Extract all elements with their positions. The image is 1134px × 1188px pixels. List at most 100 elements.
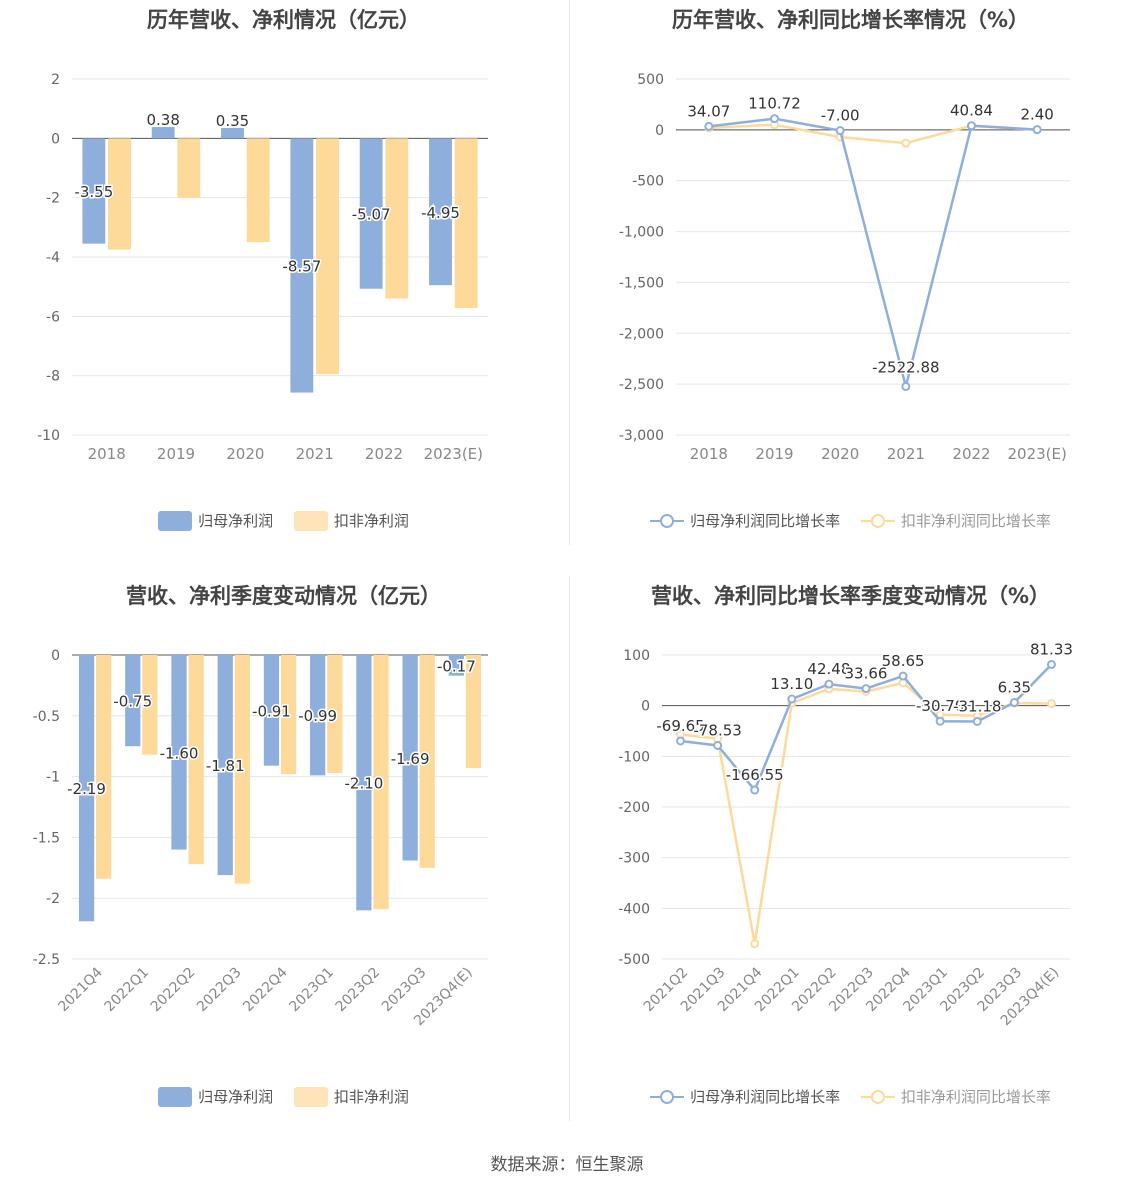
data-label: -2522.88 bbox=[872, 358, 939, 376]
data-label: -7.00 bbox=[821, 107, 860, 125]
data-point bbox=[901, 138, 911, 148]
y-tick-label: -500 bbox=[618, 952, 650, 968]
legend-label: 扣非净利润同比增长率 bbox=[900, 1088, 1051, 1106]
x-tick-label: 2021 bbox=[296, 445, 334, 463]
y-tick-label: -2 bbox=[46, 891, 60, 907]
legend-label: 归母净利润同比增长率 bbox=[690, 1088, 841, 1106]
x-tick-label: 2019 bbox=[755, 445, 793, 463]
bar bbox=[327, 655, 343, 773]
y-tick-label: -0.5 bbox=[33, 709, 60, 725]
data-point bbox=[972, 716, 982, 726]
bar bbox=[385, 138, 409, 299]
legend-item-series2[interactable]: 扣非净利润同比增长率 bbox=[860, 1086, 1051, 1107]
x-tick-label: 2018 bbox=[88, 445, 126, 463]
x-tick-label: 2023Q1 bbox=[286, 965, 337, 1016]
bar bbox=[246, 138, 270, 243]
data-label: -30.70 bbox=[916, 697, 964, 715]
data-label: -5.07 bbox=[352, 206, 391, 224]
data-label: 42.48 bbox=[807, 660, 850, 678]
data-label: 110.72 bbox=[748, 95, 801, 113]
data-label: -1.60 bbox=[160, 744, 199, 762]
legend: 归母净利润同比增长率 扣非净利润同比增长率 bbox=[567, 1086, 1134, 1110]
data-point bbox=[967, 121, 976, 131]
bar bbox=[171, 655, 187, 850]
y-tick-label: -500 bbox=[632, 174, 664, 190]
data-point bbox=[676, 736, 686, 746]
data-point bbox=[835, 126, 845, 136]
data-point bbox=[824, 679, 834, 689]
bar bbox=[356, 655, 372, 911]
bar bbox=[263, 655, 280, 766]
bar bbox=[280, 655, 297, 775]
data-label: 34.07 bbox=[687, 102, 730, 120]
bar bbox=[454, 138, 478, 309]
x-tick-label: 2021Q4 bbox=[55, 964, 106, 1015]
series-line bbox=[708, 117, 1038, 387]
legend-label: 扣非净利润 bbox=[333, 1088, 409, 1106]
x-tick-label: 2022Q4 bbox=[240, 964, 291, 1015]
legend-swatch bbox=[860, 511, 895, 531]
data-label: -0.75 bbox=[113, 693, 152, 711]
chart-title: 历年营收、净利同比增长率情况（%） bbox=[671, 8, 1030, 32]
bar bbox=[142, 655, 158, 755]
bar bbox=[310, 655, 326, 776]
data-point bbox=[901, 381, 911, 391]
legend-item-series2[interactable]: 扣非净利润 bbox=[293, 1086, 409, 1107]
y-tick-label: 2 bbox=[51, 72, 60, 88]
legend-item-series1[interactable]: 归母净利润 bbox=[158, 510, 273, 531]
data-label: -0.91 bbox=[252, 702, 291, 720]
legend-item-series1[interactable]: 归母净利润 bbox=[158, 1086, 273, 1107]
x-tick-label: 2023Q2 bbox=[333, 965, 384, 1016]
legend-item-series1[interactable]: 归母净利润同比增长率 bbox=[650, 510, 840, 531]
y-tick-label: 500 bbox=[637, 72, 664, 88]
y-tick-label: -1,500 bbox=[619, 275, 664, 291]
bar bbox=[373, 655, 389, 910]
y-tick-label: 0 bbox=[641, 699, 650, 715]
x-tick-label: 2022Q2 bbox=[148, 965, 199, 1016]
x-tick-label: 2022Q1 bbox=[102, 965, 153, 1016]
y-tick-label: -2,000 bbox=[619, 326, 664, 342]
data-label: -166.55 bbox=[726, 766, 784, 784]
data-label: -1.81 bbox=[206, 757, 245, 775]
data-label: -2.10 bbox=[344, 775, 383, 793]
y-tick-label: -8 bbox=[46, 369, 60, 385]
x-tick-label: 2021 bbox=[887, 445, 925, 463]
legend-swatch bbox=[650, 511, 685, 531]
bar bbox=[78, 655, 95, 922]
legend-label: 归母净利润 bbox=[198, 1088, 274, 1106]
annual-growth-chart: 500 0 -500 -1,000 -1,500 -2,000 -2,500 -3,000 20… bbox=[619, 72, 1070, 463]
data-source: 数据来源：恒生聚源 bbox=[490, 1155, 644, 1175]
bar bbox=[177, 138, 201, 198]
chart-title: 营收、净利季度变动情况（亿元） bbox=[126, 584, 441, 608]
data-label: 0.38 bbox=[146, 111, 179, 129]
bar bbox=[290, 138, 314, 393]
bar bbox=[151, 127, 175, 139]
data-label: 40.84 bbox=[950, 102, 993, 120]
data-label: -8.57 bbox=[282, 257, 321, 275]
legend-swatch bbox=[158, 510, 193, 531]
y-tick-label: -6 bbox=[46, 309, 60, 325]
y-tick-label: -2.5 bbox=[33, 952, 60, 968]
bar bbox=[125, 655, 141, 747]
legend-item-series1[interactable]: 归母净利润同比增长率 bbox=[650, 1086, 840, 1107]
data-point bbox=[1046, 699, 1056, 709]
chart-title: 历年营收、净利情况（亿元） bbox=[147, 8, 420, 32]
legend-swatch bbox=[293, 1086, 328, 1107]
y-tick-label: -1,000 bbox=[619, 225, 664, 241]
y-tick-label: -100 bbox=[618, 749, 650, 765]
legend-label: 扣非净利润 bbox=[333, 512, 409, 530]
bar bbox=[402, 655, 418, 861]
data-point bbox=[704, 121, 714, 131]
data-label: -2.19 bbox=[67, 780, 106, 798]
data-point bbox=[1009, 697, 1019, 707]
x-tick-label: 2023(E) bbox=[1007, 445, 1066, 463]
annual-profit-chart: 2 0 -2 -4 -6 -8 -10 2018 2019 2020 2021 2022 2023(E)… bbox=[37, 72, 488, 463]
bar bbox=[188, 655, 204, 865]
legend-item-series2[interactable]: 扣非净利润 bbox=[293, 510, 409, 531]
legend-label: 扣非净利润同比增长率 bbox=[900, 512, 1051, 530]
legend-swatch bbox=[293, 510, 328, 531]
legend-item-series2[interactable]: 扣非净利润同比增长率 bbox=[860, 510, 1051, 531]
y-tick-label: -300 bbox=[618, 851, 650, 867]
legend-swatch bbox=[860, 1087, 895, 1107]
legend: 归母净利润 扣非净利润 bbox=[0, 510, 567, 534]
